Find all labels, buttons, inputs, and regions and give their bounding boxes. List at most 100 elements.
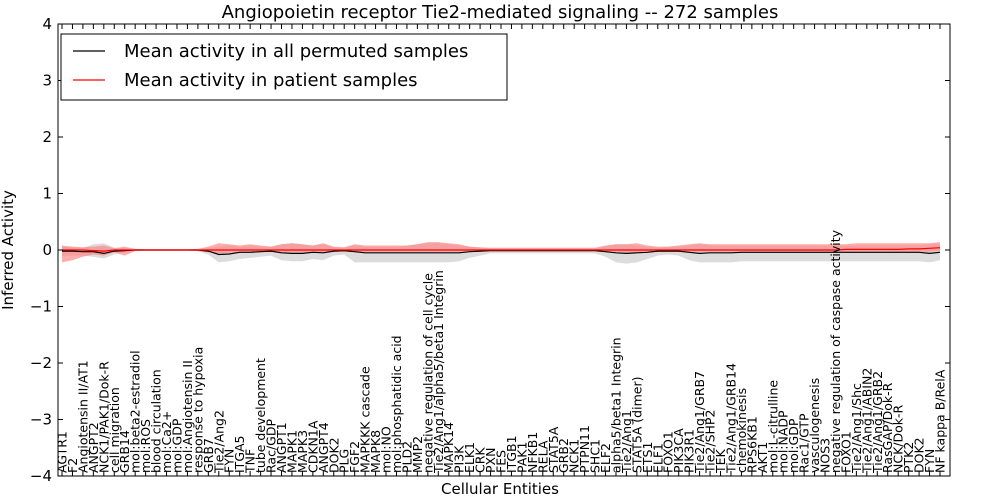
x-tick-label: MAPKKK cascade bbox=[358, 366, 373, 473]
x-tick-label: GRB7 bbox=[201, 438, 216, 473]
x-tick-label: Tie2/Ang1/GRB14 bbox=[724, 363, 739, 474]
x-tick-label: SHC1 bbox=[588, 439, 603, 473]
y-tick-label: −3 bbox=[30, 411, 52, 429]
patient-range-band bbox=[62, 242, 940, 263]
x-tick-label: MAPK8 bbox=[368, 430, 383, 473]
x-tick-label: CDKN1A bbox=[305, 420, 320, 473]
x-tick-label: PI3K bbox=[452, 445, 467, 473]
chart-title: Angiopoietin receptor Tie2-mediated sign… bbox=[222, 2, 779, 23]
x-tick-label: mol:L-citrulline bbox=[765, 380, 780, 473]
x-tick-label: TNF bbox=[243, 449, 258, 474]
legend-label: Mean activity in all permuted samples bbox=[124, 41, 468, 62]
x-tick-label: Rac/GDP bbox=[264, 419, 279, 473]
x-tick-label: NFKB1 bbox=[525, 432, 540, 473]
x-tick-label: GRB14 bbox=[117, 430, 132, 473]
x-tick-label: PLD2 bbox=[399, 441, 414, 473]
x-tick-label: Angiotensin II/AT1 bbox=[75, 360, 90, 473]
x-tick-label: mol:ROS bbox=[138, 419, 153, 473]
x-tick-label: Tie2/Ang1/ABIN2 bbox=[859, 368, 874, 474]
x-tick-label: Tie2/Ang1/Shc bbox=[849, 383, 864, 474]
x-tick-label: ITGA5 bbox=[232, 435, 247, 473]
x-tick-label: ANGPT1 bbox=[274, 422, 289, 473]
x-tick-label: ANGPT2 bbox=[86, 422, 101, 473]
x-tick-label: GRB2 bbox=[556, 438, 571, 473]
x-tick-label: alpha5/beta1 Integrin bbox=[609, 337, 624, 473]
x-tick-label: mol:GDP bbox=[170, 418, 185, 473]
patient-mean-line bbox=[62, 247, 941, 252]
legend-box bbox=[60, 33, 508, 101]
x-tick-label: PTPN11 bbox=[577, 425, 592, 473]
x-tick-label: ITGB1 bbox=[504, 435, 519, 473]
x-tick-label: FES bbox=[494, 450, 509, 473]
x-tick-label: DOK2 bbox=[912, 437, 927, 473]
x-tick-label: negative regulation of cell cycle bbox=[420, 273, 435, 473]
x-tick-label: ETS1 bbox=[640, 442, 655, 473]
y-tick-label: 0 bbox=[42, 241, 52, 259]
x-tick-label: Tie2/Ang1/GRB2 bbox=[870, 371, 885, 474]
x-tick-label: FYN bbox=[222, 449, 237, 473]
x-tick-label: CRK bbox=[473, 447, 488, 473]
x-tick-label: mol:Angiotensin II bbox=[180, 360, 195, 473]
x-tick-label: RasGAP/Dok-R bbox=[880, 382, 895, 473]
x-tick-label: response to hypoxia bbox=[190, 347, 205, 473]
x-tick-label: mol:NADP bbox=[776, 410, 791, 473]
x-tick-label: NF kappa B/RelA bbox=[933, 369, 948, 473]
x-tick-label: RELA bbox=[535, 440, 550, 473]
y-tick-label: 2 bbox=[42, 128, 52, 146]
x-tick-label: DOK2 bbox=[326, 437, 341, 473]
y-tick-label: 3 bbox=[42, 72, 52, 90]
y-tick-label: −1 bbox=[30, 298, 52, 316]
x-tick-label: Rac1/GTP bbox=[797, 413, 812, 473]
x-tick-label: STAT5A bbox=[546, 426, 561, 473]
y-axis-label: Inferred Activity bbox=[0, 190, 17, 310]
x-tick-label: AGTR1 bbox=[55, 431, 70, 473]
x-tick-label: AKT1 bbox=[755, 442, 770, 473]
x-tick-label: blood circulation bbox=[149, 369, 164, 473]
y-tick-label: 4 bbox=[42, 15, 52, 33]
x-tick-label: mol:Ca2+ bbox=[159, 411, 174, 473]
x-tick-label: vasculogenesis bbox=[807, 378, 822, 473]
x-tick-label: PLG bbox=[337, 449, 352, 473]
x-tick-label: NCK/Dok-R bbox=[891, 404, 906, 473]
x-tick-label: FGF2 bbox=[347, 441, 362, 473]
x-tick-label: tube development bbox=[253, 358, 268, 473]
y-tick-label: −4 bbox=[30, 467, 52, 485]
lines-layer bbox=[62, 247, 941, 256]
x-tick-label: PIK3CA bbox=[671, 428, 686, 473]
x-tick-label: ELK1 bbox=[462, 442, 477, 473]
x-tick-label: MAPK14 bbox=[441, 422, 456, 473]
x-tick-label: MAPK1 bbox=[285, 430, 300, 473]
bands-layer bbox=[62, 242, 940, 264]
x-tick-label: RPS6KB1 bbox=[744, 416, 759, 473]
x-tick-label: negative regulation of caspase activity bbox=[828, 229, 843, 473]
x-tick-label: NCK1/PAK1/Dok-R bbox=[96, 361, 111, 473]
y-axis: 4 3 2 1 0 −1 −2 −3 −4 bbox=[30, 15, 950, 485]
x-tick-label: mol:GDP bbox=[786, 418, 801, 473]
x-tick-label: FYN bbox=[922, 449, 937, 473]
x-tick-label: F2 bbox=[65, 458, 80, 473]
x-tick-label: Tie2/SHP2 bbox=[703, 410, 718, 474]
x-tick-label: FOXO1 bbox=[838, 431, 853, 473]
x-tick-label: Tie2/Ang1/GRB7 bbox=[692, 371, 707, 474]
x-tick-label: mol:beta2-estradiol bbox=[128, 350, 143, 473]
x-tick-label: ANGPT4 bbox=[316, 422, 331, 473]
x-tick-label: PIK3R1 bbox=[682, 429, 697, 473]
legend-label: Mean activity in patient samples bbox=[124, 70, 418, 91]
x-tick-label: mol:NO bbox=[379, 426, 394, 473]
y-tick-label: −2 bbox=[30, 354, 52, 372]
x-tick-label: PXN bbox=[483, 448, 498, 473]
x-tick-label: chemokinesis bbox=[734, 388, 749, 473]
x-tick-label: MAPK3 bbox=[295, 430, 310, 473]
x-tick-label: Tie2/Ang1 bbox=[619, 410, 634, 474]
x-tick-label: NCK1 bbox=[567, 439, 582, 473]
x-tick-label: FOXO1 bbox=[661, 431, 676, 473]
x-tick-label: Tie2/Ang1/alpha5/beta1 Integrin bbox=[431, 270, 446, 474]
x-tick-label: MMP2 bbox=[410, 436, 425, 473]
x-tick-label: Tie2/Ang2 bbox=[211, 410, 226, 474]
x-tick-label: mol:phosphatidic acid bbox=[389, 335, 404, 473]
y-tick-label: 1 bbox=[42, 185, 52, 203]
x-tick-label: TEK bbox=[713, 448, 728, 474]
x-axis-label: Cellular Entities bbox=[441, 480, 559, 498]
